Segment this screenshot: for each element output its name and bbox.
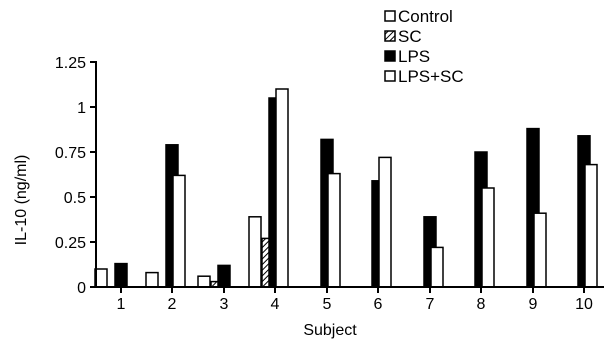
bar-control-subject-4	[248, 216, 262, 288]
x-tick-label: 9	[529, 296, 538, 313]
x-tick-label: 6	[374, 296, 383, 313]
bar-lps-sc-subject-5	[327, 172, 341, 288]
bar-lps-sc-subject-7	[430, 246, 444, 288]
y-axis-title: IL-10 (ng/ml)	[13, 155, 30, 246]
bar-lps-subject-3	[217, 264, 231, 288]
y-tick-label: 0	[77, 280, 86, 297]
x-tick-label: 7	[426, 296, 435, 313]
legend-label: SC	[398, 27, 422, 46]
legend-swatch-sc	[384, 30, 396, 42]
bar-control-subject-2	[145, 271, 159, 288]
legend-label: LPS	[398, 47, 430, 66]
bar-lps-sc-subject-10	[584, 163, 598, 288]
axes: 0 0.25 0.5 0.75 1 1.25 1 2 3 4 5 6 7 8 9 10	[55, 55, 604, 313]
bar-lps-sc-subject-6	[378, 156, 392, 288]
plot-area	[94, 88, 598, 288]
x-tick-label: 3	[220, 296, 229, 313]
y-tick-label: 0.25	[55, 235, 86, 252]
legend-label: Control	[398, 7, 453, 26]
x-tick-label: 1	[117, 296, 126, 313]
bar-lps-sc-subject-2	[172, 174, 186, 288]
bar-control-subject-3	[197, 275, 211, 288]
bar-lps-sc-subject-9	[533, 212, 547, 288]
legend-swatch-control	[384, 10, 396, 22]
legend-swatch-lps	[384, 50, 396, 62]
bar-lps-sc-subject-8	[481, 187, 495, 288]
bar-lps-sc-subject-4	[275, 88, 289, 288]
legend-swatch-lps-sc	[384, 70, 396, 82]
x-tick-label: 2	[168, 296, 177, 313]
x-tick-label: 5	[323, 296, 332, 313]
y-tick-label: 0.75	[55, 145, 86, 162]
y-tick-label: 1.25	[55, 55, 86, 72]
bar-lps-subject-1	[114, 262, 128, 288]
x-tick-label: 4	[271, 296, 280, 313]
y-tick-label: 1	[77, 100, 86, 117]
y-tick-label: 0.5	[64, 190, 86, 207]
x-axis-title: Subject	[303, 322, 357, 339]
x-tick-label: 10	[575, 296, 593, 313]
legend-label: LPS+SC	[398, 67, 464, 86]
x-tick-label: 8	[477, 296, 486, 313]
